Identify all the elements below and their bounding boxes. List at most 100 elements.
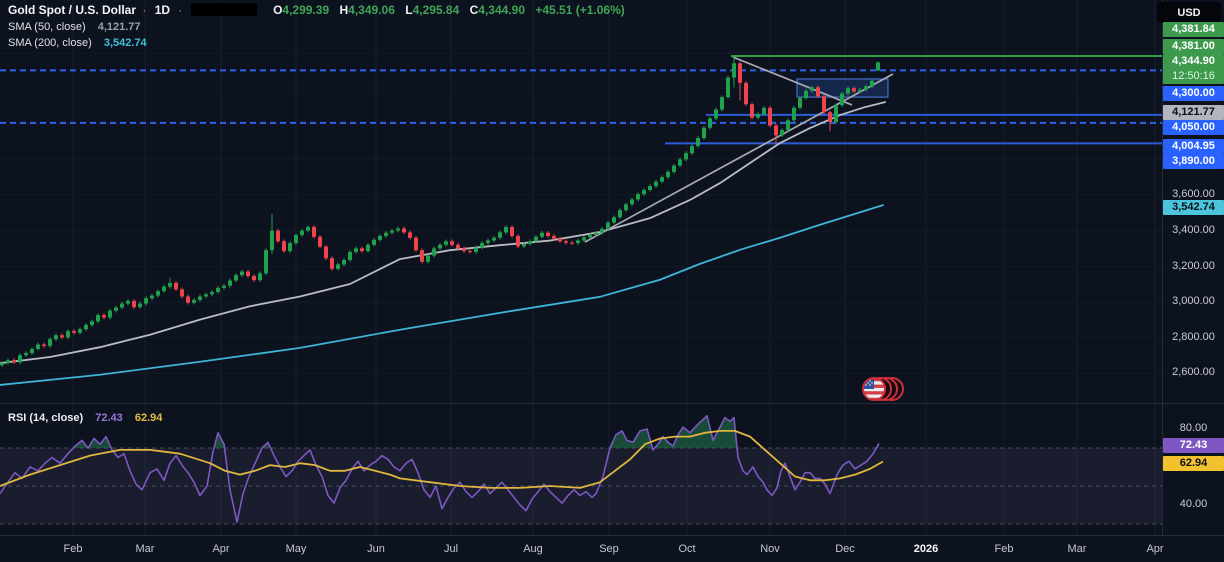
sma50-line[interactable] (0, 101, 886, 365)
candle (648, 184, 652, 192)
candle (78, 327, 82, 335)
candle (432, 246, 436, 258)
candle (420, 248, 424, 264)
candle (720, 95, 724, 112)
sma200-label: SMA (200, close) (8, 37, 92, 49)
sma200-legend-row[interactable]: SMA (200, close) 3,542.74 (8, 35, 625, 51)
candle (822, 94, 826, 115)
currency-toggle-button[interactable]: USD (1157, 2, 1221, 23)
rsi-tick-label: 80.00 (1179, 422, 1208, 434)
rsi-tick-label: 40.00 (1179, 498, 1208, 510)
candle (828, 110, 832, 132)
candle (834, 103, 838, 124)
candle (804, 89, 808, 100)
candle (186, 294, 190, 305)
time-scale[interactable]: Feb Mar Apr May Jun Jul Aug Sep Oct Nov Dec 2026 Feb… (0, 535, 1224, 562)
candle (534, 235, 538, 244)
candle (462, 246, 466, 253)
low-value: 4,295.84 (412, 3, 460, 17)
candle (612, 215, 616, 225)
price-marker-label: 4,300.00 (1163, 86, 1224, 101)
candle (750, 102, 754, 120)
candle (732, 55, 736, 88)
candle (450, 239, 454, 247)
pane-divider[interactable] (0, 403, 1224, 404)
candle (36, 342, 40, 351)
time-axis-label: Feb (994, 543, 1014, 555)
candle (66, 329, 70, 340)
rsi-marker-label: 72.43 (1163, 438, 1224, 453)
candle (360, 246, 364, 253)
candle (672, 163, 676, 174)
time-axis-label: May (285, 543, 307, 555)
rsi-pane-legend[interactable]: RSI (14, close) 72.43 62.94 (8, 410, 162, 426)
candle (48, 337, 52, 348)
candle (480, 241, 484, 250)
time-axis-label: Jun (367, 543, 385, 555)
sma200-line[interactable] (0, 204, 884, 386)
candle (600, 227, 604, 235)
candle (96, 313, 100, 324)
candle (444, 239, 448, 247)
candle (624, 202, 628, 212)
rsi-ma-line[interactable] (0, 429, 884, 489)
price-marker-label: 3,890.00 (1163, 154, 1224, 169)
candle (102, 313, 106, 320)
price-scale[interactable]: USD 3,600.00 3,400.00 3,200.00 3,000.00 2,80… (1157, 0, 1224, 535)
candle (264, 248, 268, 276)
candle (516, 234, 520, 249)
price-tick-label: 3,000.00 (1172, 295, 1215, 307)
candle (588, 233, 592, 240)
candle (348, 250, 352, 262)
candle (492, 235, 496, 243)
candle (726, 75, 730, 99)
time-axis-label: Oct (678, 543, 696, 555)
candle (12, 358, 16, 365)
sma50-legend-row[interactable]: SMA (50, close) 4,121.77 (8, 19, 625, 35)
candle (702, 125, 706, 140)
candle (366, 243, 370, 253)
candle (858, 87, 862, 94)
candle (198, 294, 202, 302)
rsi-marker-label: 62.94 (1163, 456, 1224, 471)
candle (354, 246, 358, 254)
candle (696, 136, 700, 148)
sma50-value: 4,121.77 (97, 21, 141, 33)
price-tick-label: 2,800.00 (1172, 331, 1215, 343)
symbol-title[interactable]: Gold Spot / U.S. Dollar (8, 3, 137, 17)
price-marker-label: 4,344.90 12:50:16 (1163, 54, 1224, 84)
candle (156, 289, 160, 298)
sma50-label: SMA (50, close) (8, 21, 86, 33)
candle (276, 228, 280, 244)
candle (138, 301, 142, 309)
candle (114, 305, 118, 313)
candle (870, 78, 874, 89)
candle (222, 284, 226, 290)
candle (864, 84, 868, 92)
time-axis-label: Jul (443, 543, 459, 555)
candle (774, 123, 778, 145)
candle (42, 342, 46, 348)
price-tick-label: 3,400.00 (1172, 224, 1215, 236)
candle (384, 230, 388, 238)
interval-button[interactable]: 1D (154, 3, 171, 17)
chart-canvas[interactable] (0, 0, 1162, 535)
price-marker-label: 4,381.84 (1163, 22, 1224, 37)
candle (666, 170, 670, 179)
candle (768, 106, 772, 128)
candle (378, 234, 382, 242)
trend-line[interactable] (732, 56, 853, 106)
rsi-line[interactable] (0, 414, 880, 523)
rsi-overbought-fill (0, 415, 879, 448)
time-axis-label: Dec (835, 543, 855, 555)
candle (306, 225, 310, 233)
candle (330, 256, 334, 271)
candle (144, 296, 148, 306)
candle (258, 271, 262, 282)
candle (846, 86, 850, 96)
candle (630, 197, 634, 207)
candle (792, 106, 796, 123)
candle (540, 230, 544, 239)
high-label: H (339, 3, 349, 17)
